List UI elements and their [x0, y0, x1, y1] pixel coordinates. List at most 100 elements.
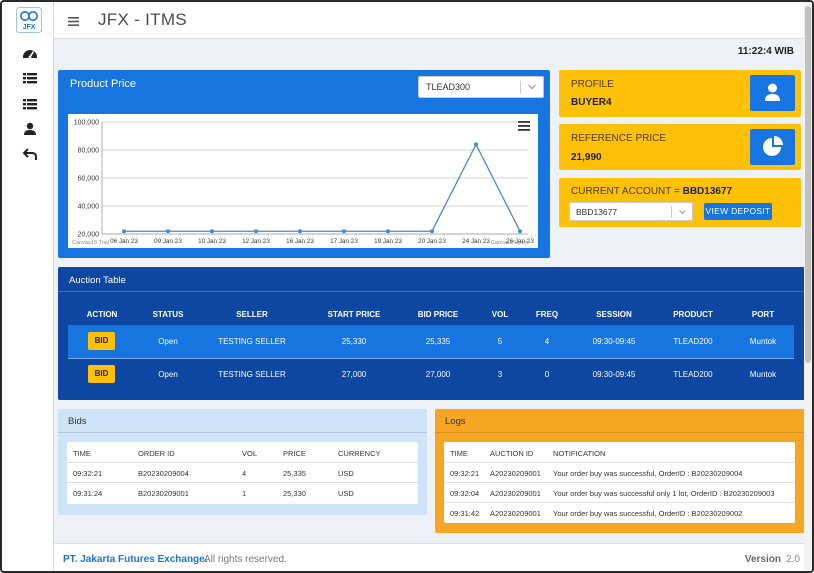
cell-time: 09:32:21 [450, 469, 480, 478]
app-title: JFX - ITMS [98, 10, 187, 29]
cell-seller: TESTING SELLER [218, 370, 286, 379]
bids-title: Bids [68, 416, 87, 427]
select-separator [671, 206, 672, 218]
auction-table-panel: Auction Table ACTION STATUS SELLER START… [58, 267, 805, 400]
data-point [122, 229, 126, 234]
chart-watermark-right: CanvasJS.com [491, 240, 528, 246]
footer-version-label: Version [744, 554, 781, 565]
reference-price-button[interactable] [750, 129, 795, 165]
profile-value: BUYER4 [571, 97, 612, 108]
data-point [430, 229, 434, 234]
cell-currency: USD [338, 489, 354, 498]
table-row[interactable]: BID Open TESTING SELLER 25,330 25,335 5 … [68, 325, 794, 358]
y-tick-label: 40,000 [78, 204, 100, 211]
price-chart-svg: 20,000 40,000 60,000 80,000 100,000 06 Jan 23… [72, 120, 534, 247]
hamburger-icon[interactable] [68, 13, 79, 26]
col-header-bid-price: BID PRICE [417, 310, 459, 319]
cell-currency: USD [338, 469, 354, 478]
cell-notification: Your order buy was successful only 1 lot… [553, 489, 775, 498]
data-point [342, 229, 346, 234]
bid-button[interactable]: BID [88, 365, 115, 383]
cell-notification: Your order buy was successful, OrderID :… [553, 469, 743, 478]
cell-port: Muntok [749, 337, 777, 346]
divider [444, 482, 795, 483]
cell-notification: Your order buy was successful, OrderID :… [553, 509, 743, 518]
list-icon[interactable] [22, 97, 38, 111]
x-tick-label: 26 Jan 23 [506, 238, 534, 245]
user-icon[interactable] [22, 122, 38, 136]
divider [444, 502, 795, 503]
footer-company[interactable]: PT. Jakarta Futures Exchange. [63, 554, 208, 565]
account-select-value: BBD13677 [576, 207, 618, 217]
auction-table-title: Auction Table [69, 275, 126, 286]
cell-session: 09:30-09:45 [592, 337, 636, 346]
cell-seller: TESTING SELLER [218, 337, 286, 346]
cell-price: 25,330 [283, 489, 306, 498]
cell-status: Open [158, 337, 178, 346]
x-tick-label: 20 Jan 23 [418, 238, 446, 245]
bids-panel: Bids TIME ORDER ID VOL PRICE CURRENCY 09… [58, 409, 427, 515]
cell-time: 09:31:24 [73, 489, 103, 498]
data-point [518, 229, 522, 234]
cell-vol: 1 [242, 489, 247, 498]
x-tick-label: 17 Jan 23 [330, 238, 358, 245]
bid-button[interactable]: BID [88, 332, 115, 350]
scrollbar[interactable] [804, 2, 812, 571]
reference-price-label: REFERENCE PRICE [571, 133, 667, 144]
back-icon[interactable] [22, 147, 38, 161]
select-separator [520, 81, 521, 94]
col-header-notification: NOTIFICATION [553, 449, 606, 458]
col-header-port: PORT [751, 310, 775, 319]
col-header-vol: VOL [242, 449, 258, 458]
cell-freq: 4 [544, 337, 550, 346]
chevron-down-icon [678, 208, 687, 215]
x-tick-label: 12 Jan 23 [242, 238, 270, 245]
data-point [474, 142, 478, 147]
cell-time: 09:32:21 [73, 469, 103, 478]
col-header-freq: FREQ [535, 310, 559, 319]
pie-chart-icon [763, 136, 783, 156]
divider [58, 291, 805, 292]
profile-button[interactable] [750, 75, 795, 111]
divider [58, 432, 427, 433]
col-header-product: PRODUCT [673, 310, 713, 319]
cell-port: Muntok [749, 370, 777, 379]
cell-time: 09:31:42 [450, 509, 480, 518]
scrollbar-thumb[interactable] [805, 6, 811, 363]
price-chart: 20,000 40,000 60,000 80,000 100,000 06 Jan 23… [68, 114, 538, 248]
x-tick-label: 16 Jan 23 [286, 238, 314, 245]
divider [444, 462, 795, 463]
dashboard-icon[interactable] [22, 46, 38, 60]
product-price-panel: Product Price TLEAD300 20,000 40,000 60,00… [58, 70, 550, 258]
product-select[interactable]: TLEAD300 [418, 76, 544, 98]
profile-card: PROFILE BUYER4 [559, 70, 801, 117]
col-header-time: TIME [450, 449, 468, 458]
y-tick-label: 80,000 [78, 148, 100, 155]
clock: 11:22:4 WIB [737, 46, 794, 57]
col-header-session: SESSION [596, 310, 632, 319]
table-row[interactable]: BID Open TESTING SELLER 27,000 27,000 3 … [68, 358, 794, 391]
cell-bid-price: 25,335 [425, 337, 451, 346]
profile-label: PROFILE [571, 79, 614, 90]
cell-vol: 3 [497, 370, 503, 379]
topbar: JFX - ITMS [54, 2, 812, 39]
product-price-title: Product Price [70, 78, 137, 90]
divider [67, 462, 418, 463]
chart-menu-icon[interactable] [518, 118, 530, 131]
jfx-logo[interactable]: JFX [16, 7, 42, 33]
y-tick-label: 100,000 [74, 120, 99, 127]
logs-table: TIME AUCTION ID NOTIFICATION 09:32:21 A2… [444, 442, 795, 523]
logs-panel: Logs TIME AUCTION ID NOTIFICATION 09:32:… [435, 409, 805, 533]
account-select[interactable]: BBD13677 [569, 202, 693, 221]
col-header-status: STATUS [152, 310, 184, 319]
cell-time: 09:32:04 [450, 489, 480, 498]
col-header-order-id: ORDER ID [138, 449, 175, 458]
current-account-label: CURRENT ACCOUNT = BBD13677 [571, 186, 732, 197]
current-account-prefix: CURRENT ACCOUNT = [571, 186, 680, 197]
current-account-value: BBD13677 [682, 186, 733, 197]
cell-bid-price: 27,000 [425, 370, 451, 379]
data-point [298, 229, 302, 234]
divider [67, 482, 418, 483]
view-deposit-button[interactable]: VIEW DEPOSIT [704, 203, 772, 220]
list-icon[interactable] [22, 71, 38, 85]
